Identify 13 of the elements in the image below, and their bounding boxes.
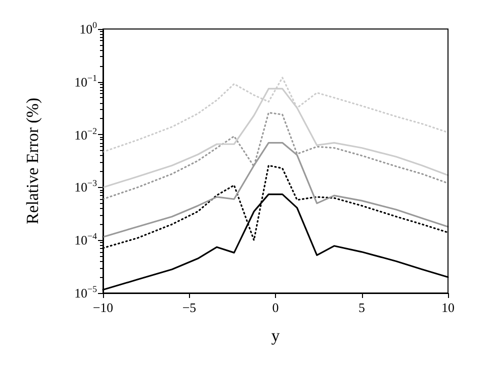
y-tick-label: 10$^{−2}$ — [74, 126, 97, 142]
y-tick-label: 10$^{0}$ — [80, 20, 97, 36]
x-tick-label: 5 — [358, 300, 365, 315]
x-tick-label: −5 — [182, 300, 196, 315]
x-tick-label: 0 — [272, 300, 279, 315]
x-tick-label: 10 — [442, 300, 454, 315]
y-tick-label: 10$^{−1}$ — [74, 72, 97, 90]
y-tick-label: 10$^{−4}$ — [74, 231, 97, 248]
x-tick-label: −10 — [92, 300, 114, 315]
y-tick-label: 10$^{−5}$ — [74, 284, 97, 300]
y-axis-title: Relative Error (%) — [23, 98, 42, 224]
y-tick-label: 10$^{−3}$ — [74, 178, 97, 195]
x-axis-title: y — [271, 326, 280, 345]
